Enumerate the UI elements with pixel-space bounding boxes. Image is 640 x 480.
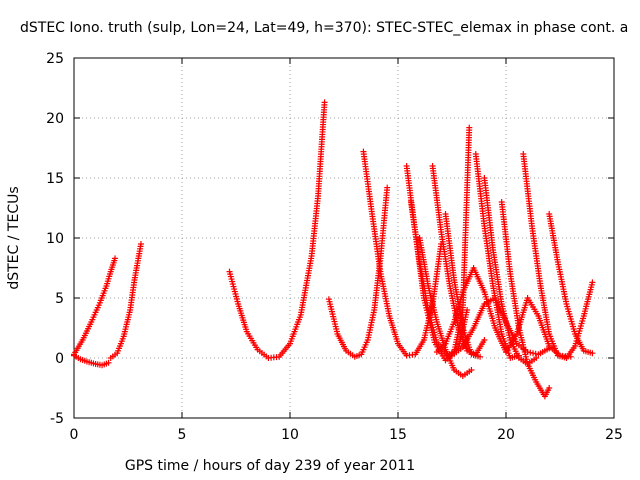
data-point: [384, 184, 391, 191]
x-tick-label: 20: [497, 427, 515, 443]
arc-series-4: [226, 99, 328, 361]
data-point: [589, 279, 596, 286]
data-point: [589, 350, 596, 357]
tick-labels: 0 5 10 15 20 25 -5 0 5 10 15 20 25: [46, 51, 623, 443]
arc-series-5: [325, 184, 391, 360]
x-tick-label: 15: [389, 427, 407, 443]
data-point: [321, 99, 328, 106]
data-point: [112, 255, 119, 262]
data-point: [137, 241, 144, 247]
data-point: [481, 337, 488, 343]
arc-series-6: [360, 148, 445, 359]
arc-series-1: [71, 352, 112, 369]
y-axis-label: dSTEC / TECUs: [6, 186, 22, 289]
arc-series-2: [71, 255, 119, 358]
data-point: [464, 307, 471, 313]
x-axis-label: GPS time / hours of day 239 of year 2011: [125, 458, 415, 474]
y-tick-label: 0: [55, 351, 64, 367]
x-tick-label: 5: [178, 427, 187, 443]
data-point: [105, 359, 112, 366]
y-tick-label: 20: [46, 111, 64, 127]
data-point: [468, 367, 475, 373]
data-point: [477, 353, 484, 360]
arc-series-9: [416, 235, 475, 379]
x-tick-label: 25: [605, 427, 623, 443]
y-tick-label: 25: [46, 51, 64, 67]
plot-frame: [73, 57, 615, 419]
arc-series-18: [433, 265, 509, 355]
data-points: [71, 99, 596, 400]
arc-series-16: [546, 211, 596, 357]
y-tick-label: 10: [46, 231, 64, 247]
y-tick-label: -5: [50, 411, 64, 427]
plot-border: [73, 57, 615, 419]
arc-series-14: [498, 199, 553, 400]
arc-series-12: [472, 151, 522, 361]
y-tick-label: 15: [46, 171, 64, 187]
x-tick-label: 10: [281, 427, 299, 443]
arc-series-15: [520, 151, 596, 361]
arc-series-19: [503, 295, 574, 360]
y-tick-label: 5: [55, 291, 64, 307]
data-point: [546, 385, 553, 391]
data-point: [466, 124, 473, 131]
chart-title: dSTEC Iono. truth (sulp, Lon=24, Lat=49,…: [20, 20, 629, 36]
data-point: [567, 353, 574, 360]
x-tick-label: 0: [70, 427, 79, 443]
arc-series-3: [107, 241, 144, 361]
